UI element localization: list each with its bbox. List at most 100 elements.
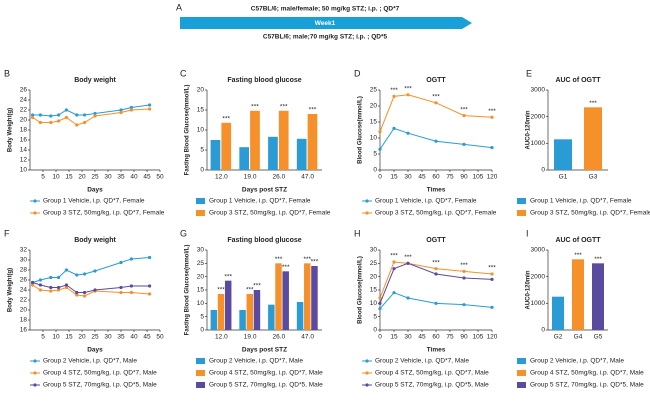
bar: [572, 259, 584, 330]
chart-title: AUC of OGTT: [555, 237, 601, 244]
significance: ***: [309, 107, 317, 114]
data-point: [148, 284, 152, 288]
data-point: [38, 113, 43, 117]
y-tick-label: 10: [197, 127, 205, 134]
x-tick-label: 60: [432, 174, 440, 181]
bar: [221, 122, 232, 170]
data-point: [378, 147, 382, 151]
x-tick-label: 26.0: [273, 334, 286, 341]
y-tick-label: 20: [370, 273, 378, 280]
significance: ***: [222, 116, 230, 123]
y-axis-label: Blood Glucose(mmol/L): [358, 96, 364, 164]
legend-swatch: [196, 198, 205, 204]
data-point: [64, 268, 68, 272]
data-point: [490, 305, 494, 309]
panel-label: I: [526, 228, 529, 238]
significance: ***: [303, 256, 311, 263]
bar: [239, 310, 246, 330]
data-point: [129, 105, 133, 110]
bar: [307, 114, 318, 170]
data-point: [119, 260, 123, 265]
panel-label: F: [4, 228, 10, 238]
data-point: [38, 283, 43, 287]
significance: ***: [246, 287, 254, 294]
data-point: [83, 294, 87, 298]
x-tick-label: 105: [473, 174, 484, 181]
legend-marker: [365, 211, 369, 215]
x-tick-label: 30: [104, 174, 112, 181]
significance: ***: [404, 254, 412, 261]
bar: [592, 263, 604, 330]
y-tick-label: 2000: [531, 273, 546, 280]
significance: ***: [311, 259, 319, 266]
x-tick-label: 30: [404, 174, 412, 181]
protocol-line2: C57BL/6; male;70 mg/kg STZ; i.p. ; QD*5: [263, 34, 388, 41]
y-tick-label: 20: [197, 273, 205, 280]
y-axis-label: Fasting Blood Glucose(mmol/L): [185, 85, 191, 176]
x-axis-label: Days post STZ: [242, 347, 287, 354]
y-tick-label: 5: [373, 151, 377, 158]
legend-marker: [33, 211, 37, 215]
x-tick-label: 45: [418, 334, 426, 341]
y-tick-label: 16: [20, 137, 28, 144]
bar: [554, 139, 572, 170]
y-tick-label: 24: [20, 287, 28, 294]
y-axis-label: Blood Glucose(mmol/L): [358, 256, 364, 324]
data-point: [392, 94, 396, 98]
x-tick-label: 0: [378, 334, 382, 341]
data-point: [148, 103, 152, 107]
y-tick-label: 22: [20, 107, 28, 114]
x-tick-label: 15: [390, 334, 398, 341]
legend-swatch: [196, 370, 205, 376]
significance: ***: [574, 252, 582, 259]
data-point: [148, 292, 152, 296]
y-axis-label: AUC0-120min: [526, 270, 532, 309]
data-point: [434, 267, 438, 271]
chart-title: OGTT: [426, 237, 446, 244]
data-point: [406, 93, 410, 97]
legend-label: Group 1 Vehicle, i.p. QD*7, Female: [375, 198, 477, 205]
bar: [268, 304, 275, 330]
y-tick-label: 28: [20, 267, 28, 274]
data-point: [462, 114, 466, 118]
x-tick-label: 19.0: [244, 334, 257, 341]
x-tick-label: 120: [487, 334, 498, 341]
x-tick-label: 90: [460, 334, 468, 341]
significance: ***: [251, 104, 259, 111]
y-tick-label: 32: [20, 247, 28, 254]
bar: [217, 294, 225, 330]
significance: ***: [390, 253, 398, 260]
x-tick-label: 10: [52, 174, 60, 181]
data-point: [57, 285, 61, 290]
data-point: [392, 126, 396, 130]
x-tick-label: 120: [487, 174, 498, 181]
data-point: [75, 273, 79, 277]
significance: ***: [404, 86, 412, 93]
data-point: [57, 288, 61, 292]
x-tick-label: G5: [594, 334, 603, 341]
data-point: [119, 108, 123, 112]
significance: ***: [432, 94, 440, 101]
data-point: [49, 289, 53, 293]
data-point: [490, 146, 494, 150]
x-tick-label: 30: [104, 334, 112, 341]
legend-label: Group 4 STZ, 50mg/kg, i.p. QD*7, Male: [209, 370, 323, 377]
y-tick-label: 10: [370, 300, 378, 307]
x-tick-label: 15: [65, 174, 73, 181]
data-point: [83, 120, 87, 125]
bar: [552, 296, 564, 330]
bar: [246, 294, 253, 330]
legend-label: Group 3 STZ, 50mg/kg, i.p. QD*7, Female: [530, 210, 650, 217]
panel-label: C: [180, 68, 187, 78]
data-point: [462, 276, 466, 280]
x-tick-label: 47.0: [301, 174, 314, 181]
data-point: [490, 277, 494, 281]
significance: ***: [275, 256, 283, 263]
x-tick-label: 15: [65, 334, 73, 341]
data-point: [64, 115, 68, 120]
legend-marker: [33, 359, 37, 363]
data-point: [148, 255, 152, 260]
x-tick-label: 75: [446, 174, 454, 181]
y-tick-label: 1000: [531, 300, 546, 307]
